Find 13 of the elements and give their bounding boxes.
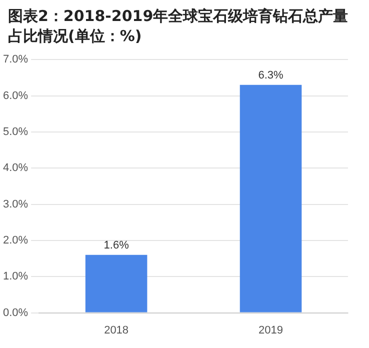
x-tick-label: 2019 <box>258 324 284 336</box>
data-label: 6.3% <box>258 69 284 82</box>
y-tick-label: 7.0% <box>2 54 28 66</box>
y-tick-label: 3.0% <box>2 198 28 210</box>
y-tick-label: 4.0% <box>2 162 28 174</box>
y-tick-label: 1.0% <box>2 270 28 283</box>
chart-title: 图表2：2018-2019年全球宝石级培育钻石总产量占比情况(单位：%) <box>7 6 350 47</box>
y-tick-label: 2.0% <box>2 234 28 246</box>
y-tick-label: 0.0% <box>2 306 28 319</box>
data-label: 1.6% <box>104 239 130 252</box>
x-tick-label: 2018 <box>104 324 129 336</box>
y-tick-label: 6.0% <box>2 90 28 102</box>
y-tick-label: 5.0% <box>2 126 28 138</box>
